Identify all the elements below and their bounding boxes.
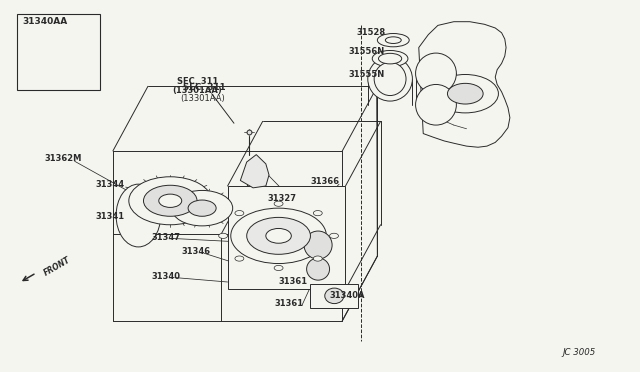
Circle shape: [432, 74, 499, 113]
Text: SEC. 311: SEC. 311: [183, 83, 226, 92]
Text: 31528: 31528: [357, 28, 386, 37]
Circle shape: [188, 200, 216, 216]
Text: 31344: 31344: [96, 180, 125, 189]
Ellipse shape: [415, 84, 456, 125]
Ellipse shape: [374, 62, 406, 96]
Polygon shape: [241, 155, 269, 188]
Bar: [17, 14, 100, 90]
Circle shape: [330, 233, 339, 238]
Circle shape: [172, 190, 233, 226]
Text: 31340AA: 31340AA: [22, 16, 68, 26]
Ellipse shape: [116, 184, 161, 247]
Circle shape: [235, 256, 244, 261]
Ellipse shape: [324, 288, 344, 304]
Text: SEC. 311: SEC. 311: [177, 77, 218, 86]
Ellipse shape: [304, 231, 332, 259]
Text: 31361: 31361: [274, 299, 303, 308]
Text: 31556N: 31556N: [349, 47, 385, 56]
Circle shape: [314, 211, 323, 216]
Text: 31340A: 31340A: [330, 291, 365, 299]
Text: 31366: 31366: [310, 177, 340, 186]
Text: 31347: 31347: [151, 232, 180, 241]
Text: FRONT: FRONT: [43, 255, 72, 278]
Text: 31361: 31361: [278, 277, 308, 286]
Ellipse shape: [378, 53, 402, 64]
Circle shape: [143, 185, 197, 216]
Bar: [310, 284, 358, 308]
Circle shape: [314, 256, 323, 261]
Circle shape: [274, 265, 283, 270]
Circle shape: [231, 208, 326, 263]
Ellipse shape: [368, 57, 412, 101]
Text: (13301AA): (13301AA): [180, 94, 225, 103]
Ellipse shape: [385, 37, 401, 44]
Ellipse shape: [378, 33, 409, 47]
Circle shape: [219, 233, 228, 238]
Text: 31341: 31341: [96, 212, 125, 221]
Circle shape: [246, 217, 310, 254]
Circle shape: [235, 211, 244, 216]
Circle shape: [447, 83, 483, 104]
Bar: [228, 186, 346, 289]
Circle shape: [266, 228, 291, 243]
Ellipse shape: [307, 258, 330, 280]
Circle shape: [159, 194, 182, 208]
Text: 31340: 31340: [151, 272, 180, 281]
Text: 31555N: 31555N: [349, 70, 385, 79]
Ellipse shape: [372, 51, 408, 67]
Ellipse shape: [415, 53, 456, 94]
Text: 31346: 31346: [181, 247, 210, 256]
Circle shape: [274, 201, 283, 206]
Circle shape: [129, 177, 212, 225]
Text: 31362M: 31362M: [45, 154, 82, 163]
Text: (13301AA): (13301AA): [172, 86, 222, 95]
Text: 31327: 31327: [268, 194, 297, 203]
Polygon shape: [419, 22, 510, 147]
Text: JC 3005: JC 3005: [562, 348, 595, 357]
